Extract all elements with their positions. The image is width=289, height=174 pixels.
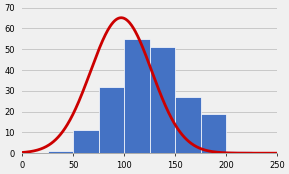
Bar <box>226 151 251 153</box>
Bar <box>99 87 124 153</box>
Bar <box>201 114 226 153</box>
Bar <box>175 97 201 153</box>
Bar <box>150 47 175 153</box>
Bar <box>48 151 73 153</box>
Bar <box>124 39 150 153</box>
Bar <box>73 130 99 153</box>
